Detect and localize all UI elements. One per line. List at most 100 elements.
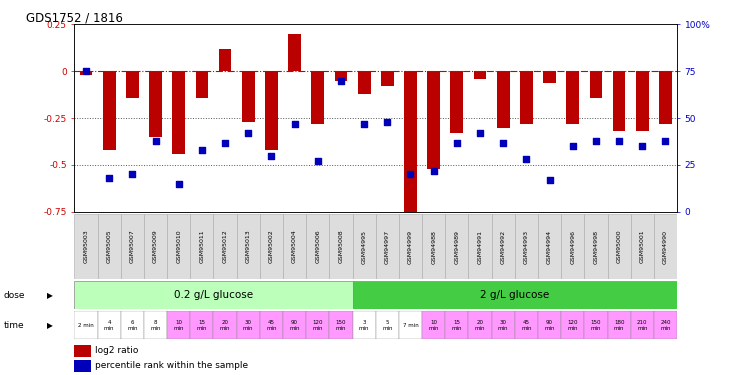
- Text: GSM95010: GSM95010: [176, 230, 182, 263]
- Bar: [376, 311, 399, 339]
- Bar: [538, 311, 561, 339]
- Bar: [654, 311, 677, 339]
- Text: GSM95000: GSM95000: [617, 230, 621, 263]
- Bar: [265, 71, 278, 150]
- Bar: [190, 311, 214, 339]
- Text: 0.2 g/L glucose: 0.2 g/L glucose: [174, 290, 253, 300]
- Point: [590, 138, 602, 144]
- Point: [312, 158, 324, 164]
- Text: ▶: ▶: [47, 321, 53, 330]
- Bar: [584, 311, 608, 339]
- Point: [659, 138, 671, 144]
- Bar: [97, 214, 121, 279]
- Bar: [190, 214, 214, 279]
- Text: 120
min: 120 min: [568, 320, 578, 331]
- Bar: [381, 71, 394, 86]
- Bar: [196, 71, 208, 98]
- Bar: [427, 71, 440, 169]
- Text: GSM94990: GSM94990: [663, 230, 668, 264]
- Text: GSM95012: GSM95012: [222, 230, 228, 263]
- Bar: [97, 311, 121, 339]
- Text: percentile rank within the sample: percentile rank within the sample: [95, 362, 248, 370]
- Text: GSM95013: GSM95013: [246, 230, 251, 263]
- Text: GSM94994: GSM94994: [547, 230, 552, 264]
- Text: GSM94997: GSM94997: [385, 230, 390, 264]
- Point: [289, 121, 301, 127]
- Bar: [237, 311, 260, 339]
- Text: 15
min: 15 min: [196, 320, 207, 331]
- Point: [613, 138, 625, 144]
- Bar: [74, 311, 97, 339]
- Point: [173, 181, 185, 187]
- Text: GSM95011: GSM95011: [199, 230, 205, 263]
- Bar: [74, 360, 91, 372]
- Bar: [543, 71, 556, 82]
- Bar: [144, 311, 167, 339]
- Bar: [520, 71, 533, 124]
- Point: [428, 168, 440, 174]
- Bar: [74, 345, 91, 357]
- Point: [382, 119, 394, 125]
- Text: 10
min: 10 min: [429, 320, 439, 331]
- Point: [405, 171, 417, 177]
- Bar: [219, 49, 231, 71]
- Text: GSM95003: GSM95003: [83, 230, 89, 263]
- Text: GSM94992: GSM94992: [501, 230, 506, 264]
- Text: 45
min: 45 min: [521, 320, 532, 331]
- Bar: [561, 214, 584, 279]
- Bar: [589, 71, 603, 98]
- Bar: [376, 214, 399, 279]
- Bar: [469, 214, 492, 279]
- Text: 2 g/L glucose: 2 g/L glucose: [480, 290, 549, 300]
- Bar: [358, 71, 371, 94]
- Bar: [584, 214, 608, 279]
- Text: 20
min: 20 min: [219, 320, 231, 331]
- Bar: [608, 214, 631, 279]
- Text: 2 min: 2 min: [78, 323, 94, 328]
- Text: GSM95007: GSM95007: [130, 230, 135, 263]
- Bar: [173, 71, 185, 154]
- Bar: [242, 71, 254, 122]
- Bar: [566, 71, 579, 124]
- Bar: [149, 71, 162, 137]
- Point: [567, 143, 579, 149]
- Bar: [353, 311, 376, 339]
- Text: 20
min: 20 min: [475, 320, 485, 331]
- Text: GSM94988: GSM94988: [432, 230, 436, 264]
- Text: GSM95009: GSM95009: [153, 230, 158, 263]
- Point: [451, 140, 463, 146]
- Bar: [103, 71, 115, 150]
- Point: [474, 130, 486, 136]
- Text: ▶: ▶: [47, 291, 53, 300]
- Bar: [445, 311, 469, 339]
- Point: [497, 140, 509, 146]
- Text: 30
min: 30 min: [498, 320, 508, 331]
- Bar: [353, 214, 376, 279]
- Text: GSM94996: GSM94996: [570, 230, 575, 264]
- Text: GSM94995: GSM94995: [362, 230, 367, 264]
- Bar: [450, 71, 464, 133]
- Point: [243, 130, 254, 136]
- Text: 5
min: 5 min: [382, 320, 393, 331]
- Text: time: time: [4, 321, 25, 330]
- Text: GSM94989: GSM94989: [455, 230, 459, 264]
- Bar: [474, 71, 487, 79]
- Bar: [80, 71, 92, 75]
- Text: 3
min: 3 min: [359, 320, 369, 331]
- Bar: [497, 71, 510, 128]
- Text: 150
min: 150 min: [591, 320, 601, 331]
- Bar: [608, 311, 631, 339]
- Bar: [353, 281, 677, 309]
- Text: 90
min: 90 min: [545, 320, 555, 331]
- Text: GSM95005: GSM95005: [106, 230, 112, 263]
- Bar: [307, 214, 330, 279]
- Text: GSM95006: GSM95006: [315, 230, 320, 263]
- Text: 6
min: 6 min: [127, 320, 138, 331]
- Text: GSM94998: GSM94998: [594, 230, 598, 264]
- Bar: [167, 311, 190, 339]
- Bar: [561, 311, 584, 339]
- Bar: [469, 311, 492, 339]
- Bar: [492, 311, 515, 339]
- Point: [636, 143, 648, 149]
- Point: [126, 171, 138, 177]
